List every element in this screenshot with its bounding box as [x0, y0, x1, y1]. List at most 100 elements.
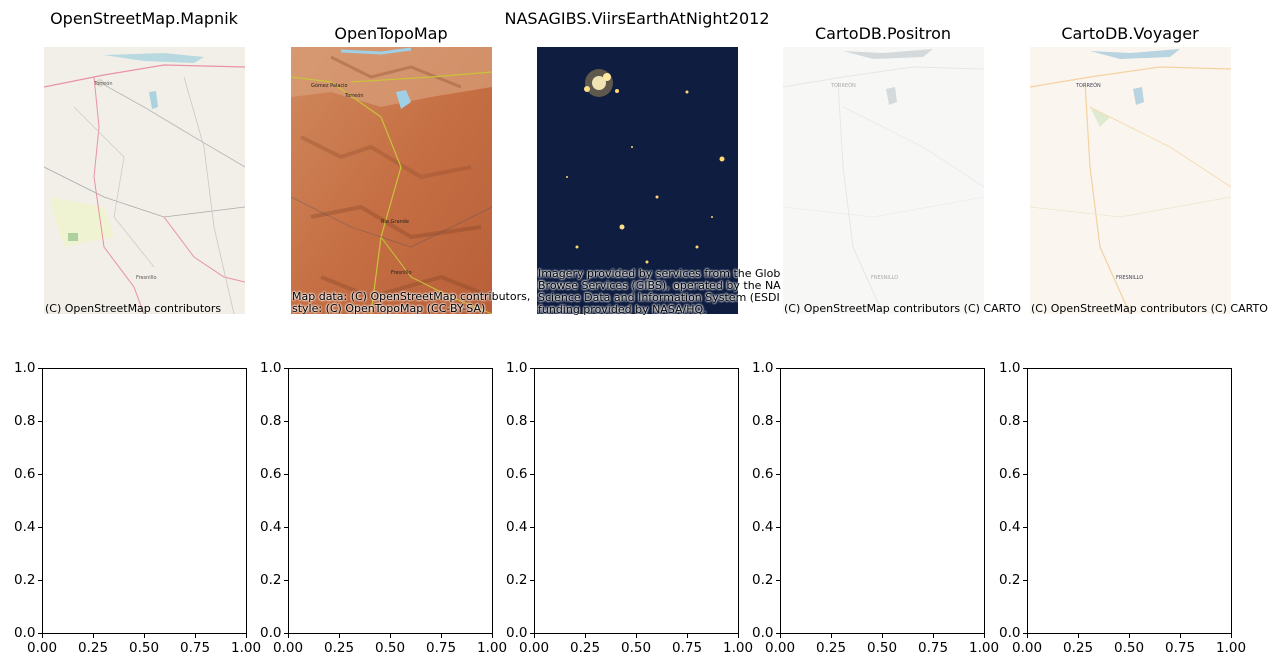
y-tick-label: 0.6: [14, 466, 36, 482]
map-attribution-mapnik: (C) OpenStreetMap contributors: [45, 302, 222, 315]
map-viirs: [537, 47, 738, 314]
y-tick-mark: [284, 580, 288, 581]
x-tick-label: 0.50: [1114, 640, 1145, 656]
x-tick-label: 0.75: [918, 640, 949, 656]
voyager-tiles: [1030, 47, 1231, 314]
y-tick-mark: [1023, 474, 1027, 475]
y-tick-label: 0.4: [999, 519, 1021, 535]
y-tick-mark: [530, 421, 534, 422]
x-tick-mark: [492, 634, 493, 638]
y-tick-mark: [38, 633, 42, 634]
x-tick-mark: [144, 634, 145, 638]
y-tick-label: 0.4: [260, 519, 282, 535]
y-tick-mark: [38, 527, 42, 528]
map-title-viirs: NASAGIBS.ViirsEarthAtNight2012: [504, 9, 770, 28]
y-tick-label: 0.0: [752, 625, 774, 641]
map-attribution-positron: (C) OpenStreetMap contributors (C) CARTO: [784, 302, 1021, 315]
map-voyager: TORREÓN FRESNILLO: [1030, 47, 1231, 314]
y-tick-mark: [284, 474, 288, 475]
opentopo-tiles: [291, 47, 492, 314]
opentopo-label-fresnillo: Fresnillo: [391, 270, 412, 276]
map-attribution-voyager: (C) OpenStreetMap contributors (C) CARTO: [1031, 302, 1268, 315]
y-tick-label: 0.0: [999, 625, 1021, 641]
y-tick-label: 0.2: [999, 572, 1021, 588]
y-tick-mark: [1023, 633, 1027, 634]
y-tick-mark: [776, 474, 780, 475]
y-tick-mark: [530, 368, 534, 369]
y-tick-mark: [284, 633, 288, 634]
map-title-voyager: CartoDB.Voyager: [1061, 24, 1199, 43]
x-tick-label: 0.50: [129, 640, 160, 656]
map-attribution-opentopo: Map data: (C) OpenStreetMap contributors…: [292, 290, 531, 315]
y-tick-mark: [530, 527, 534, 528]
map-opentopo: Gómez Palacio Torreón Río Grande Fresnil…: [291, 47, 492, 314]
y-tick-label: 0.8: [506, 413, 528, 429]
y-tick-label: 0.2: [260, 572, 282, 588]
y-tick-label: 0.8: [752, 413, 774, 429]
x-tick-label: 0.75: [426, 640, 457, 656]
x-tick-label: 0.50: [867, 640, 898, 656]
y-tick-mark: [1023, 421, 1027, 422]
y-tick-mark: [38, 580, 42, 581]
y-tick-mark: [776, 368, 780, 369]
x-tick-mark: [246, 634, 247, 638]
empty-axes: [780, 368, 985, 634]
x-tick-mark: [42, 634, 43, 638]
y-tick-label: 1.0: [260, 360, 282, 376]
y-tick-label: 0.4: [14, 519, 36, 535]
x-tick-mark: [738, 634, 739, 638]
x-tick-label: 1.00: [477, 640, 508, 656]
x-tick-label: 0.50: [375, 640, 406, 656]
y-tick-mark: [776, 633, 780, 634]
y-tick-mark: [776, 421, 780, 422]
empty-axes: [288, 368, 493, 634]
y-tick-label: 0.2: [14, 572, 36, 588]
x-tick-mark: [1231, 634, 1232, 638]
voyager-label-torreon: TORREÓN: [1076, 83, 1101, 89]
x-tick-mark: [93, 634, 94, 638]
y-tick-mark: [38, 421, 42, 422]
x-tick-label: 0.75: [1165, 640, 1196, 656]
x-tick-label: 0.50: [621, 640, 652, 656]
y-tick-label: 0.2: [752, 572, 774, 588]
x-tick-label: 1.00: [231, 640, 262, 656]
positron-tiles: [783, 47, 984, 314]
y-tick-label: 0.6: [999, 466, 1021, 482]
map-title-positron: CartoDB.Positron: [814, 24, 952, 43]
y-tick-mark: [1023, 527, 1027, 528]
x-tick-label: 0.00: [27, 640, 58, 656]
x-tick-mark: [687, 634, 688, 638]
x-tick-mark: [933, 634, 934, 638]
y-tick-label: 0.8: [14, 413, 36, 429]
x-tick-label: 0.25: [78, 640, 109, 656]
y-tick-label: 0.4: [506, 519, 528, 535]
y-tick-label: 0.8: [999, 413, 1021, 429]
x-tick-label: 1.00: [969, 640, 1000, 656]
x-tick-mark: [1129, 634, 1130, 638]
x-tick-label: 0.25: [816, 640, 847, 656]
x-tick-mark: [636, 634, 637, 638]
x-tick-mark: [390, 634, 391, 638]
mapnik-label-torreon: Torreón: [94, 81, 113, 87]
opentopo-label-riogrande: Río Grande: [381, 219, 409, 225]
y-tick-label: 0.2: [506, 572, 528, 588]
opentopo-label-torreon: Torreón: [345, 93, 364, 99]
x-tick-mark: [441, 634, 442, 638]
y-tick-label: 0.0: [260, 625, 282, 641]
x-tick-mark: [780, 634, 781, 638]
mapnik-tiles: [44, 47, 245, 314]
map-title-mapnik: OpenStreetMap.Mapnik: [50, 9, 238, 28]
x-tick-mark: [339, 634, 340, 638]
x-tick-mark: [1027, 634, 1028, 638]
y-tick-label: 1.0: [506, 360, 528, 376]
x-tick-mark: [1180, 634, 1181, 638]
map-title-opentopo: OpenTopoMap: [334, 24, 448, 43]
map-mapnik: Torreón Fresnillo: [44, 47, 245, 314]
x-tick-mark: [195, 634, 196, 638]
x-tick-label: 0.25: [1063, 640, 1094, 656]
positron-label-fresnillo: FRESNILLO: [871, 275, 899, 281]
y-tick-mark: [284, 527, 288, 528]
x-tick-label: 1.00: [723, 640, 754, 656]
y-tick-mark: [1023, 368, 1027, 369]
y-tick-mark: [530, 580, 534, 581]
